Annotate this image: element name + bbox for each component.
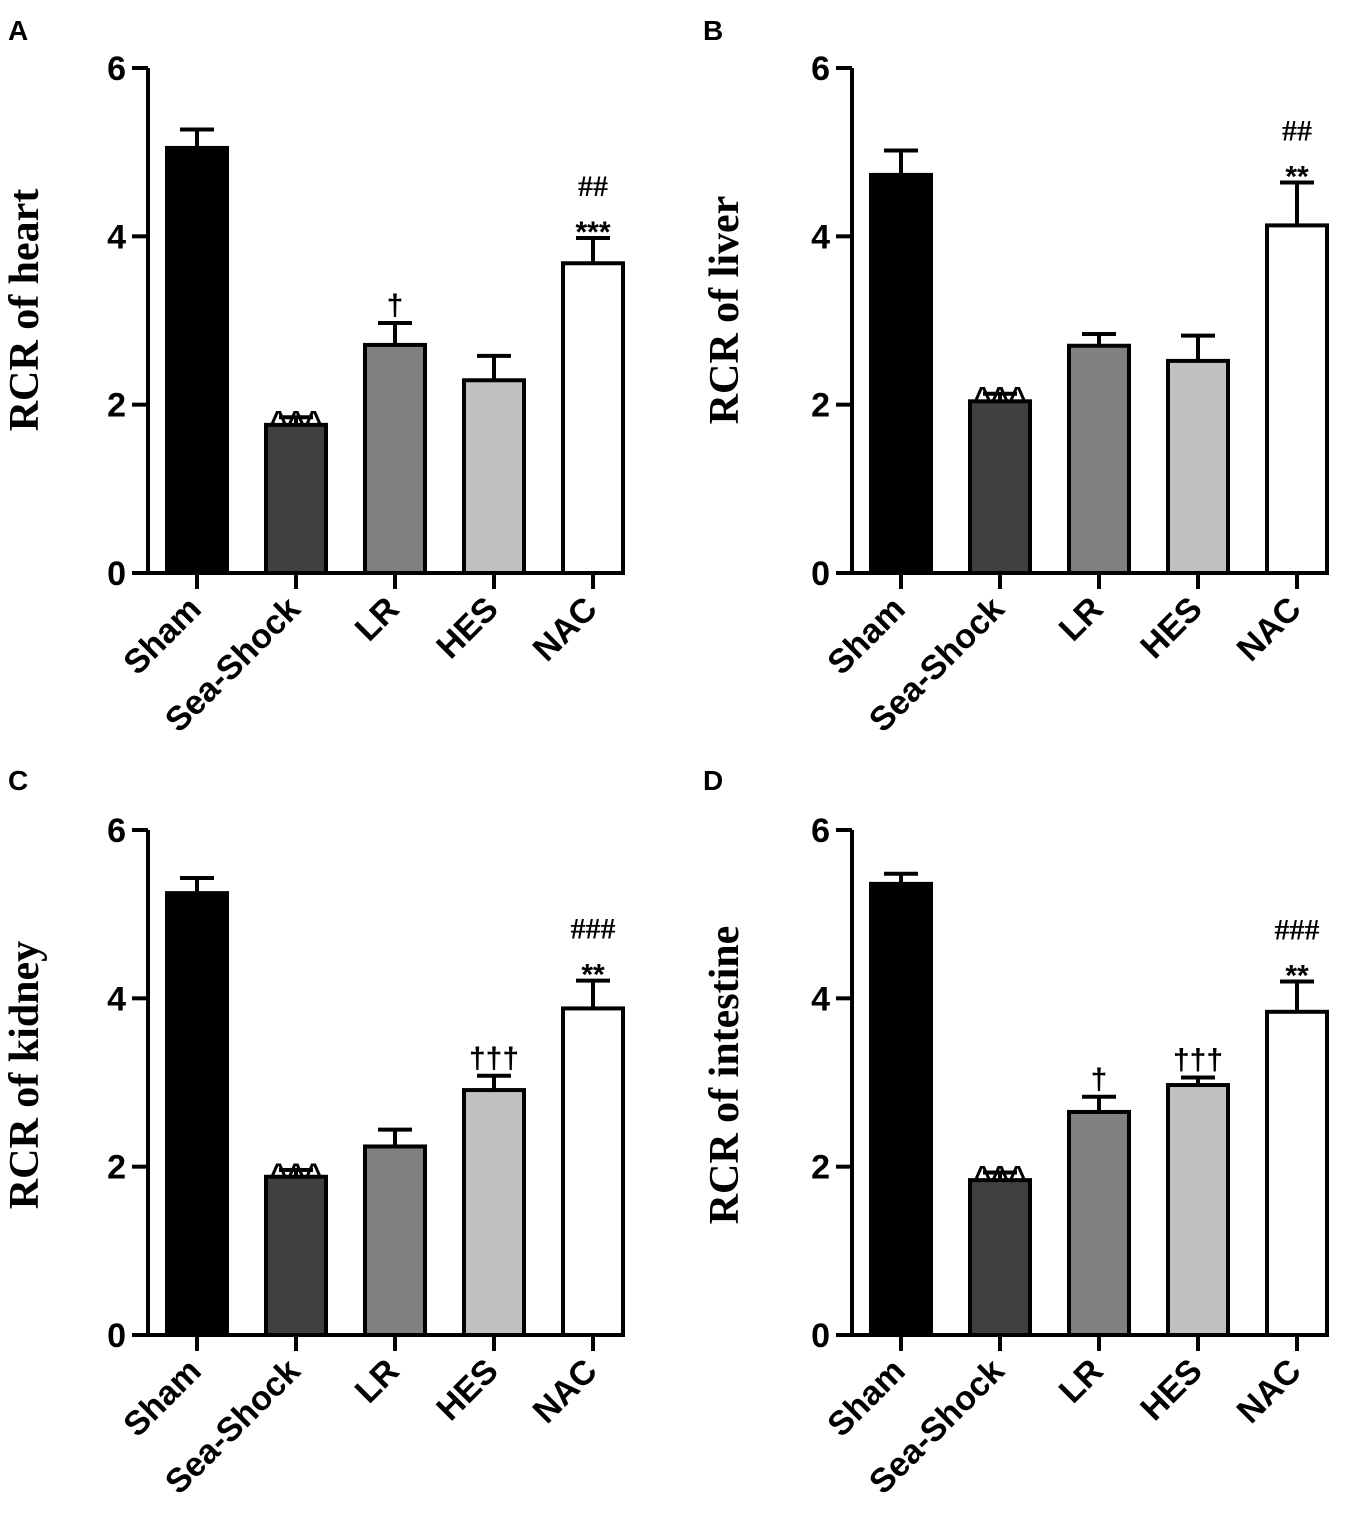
bar-sea-shock (968, 399, 1032, 575)
y-tick-label: 4 (811, 218, 830, 256)
significance-annotation: ^^^ (270, 405, 323, 438)
category-label: Sham (820, 590, 912, 682)
significance-annotation: ** (1285, 160, 1309, 193)
bar-sham (869, 172, 933, 575)
y-tick-label: 2 (811, 1149, 830, 1187)
bar-nac (561, 1006, 625, 1338)
category-label: HES (429, 590, 505, 666)
bar-nac (1265, 1009, 1329, 1337)
category-label: NAC (526, 590, 605, 669)
category-label: NAC (1230, 1352, 1309, 1431)
y-tick-label: 6 (811, 812, 830, 850)
y-tick-label: 6 (107, 812, 126, 850)
bar-sea-shock (264, 1174, 328, 1338)
bar-lr (363, 1144, 427, 1338)
bar-hes (462, 1088, 526, 1337)
category-label: HES (1133, 590, 1209, 666)
y-tick-label: 4 (107, 980, 126, 1018)
category-label: NAC (526, 1352, 605, 1431)
y-tick-label: 2 (811, 387, 830, 425)
category-label: HES (429, 1352, 505, 1428)
significance-annotation: † (387, 289, 404, 322)
y-tick-label: 4 (107, 218, 126, 256)
bar-sham (165, 145, 229, 575)
y-tick-label: 2 (107, 387, 126, 425)
bar-hes (462, 378, 526, 575)
panel-letter: C (8, 765, 28, 796)
bar-sham (165, 891, 229, 1337)
bar-sham (869, 881, 933, 1337)
category-label: LR (1052, 590, 1111, 649)
category-label: LR (348, 590, 407, 649)
significance-annotation: ^^^ (974, 1161, 1027, 1194)
y-axis-label: RCR of liver (702, 196, 748, 425)
category-label: HES (1133, 1352, 1209, 1428)
significance-annotation: ## (578, 170, 608, 203)
bar-hes (1166, 1083, 1230, 1338)
y-axis-label: RCR of kidney (2, 941, 48, 1209)
category-label: Sham (116, 590, 208, 682)
category-label: LR (1052, 1352, 1111, 1411)
significance-annotation: ** (1285, 960, 1309, 993)
category-label: Sham (116, 1352, 208, 1444)
y-tick-label: 4 (811, 980, 830, 1018)
y-tick-label: 0 (811, 555, 830, 593)
y-tick-label: 2 (107, 1149, 126, 1187)
category-label: LR (348, 1352, 407, 1411)
panel-letter: A (8, 15, 28, 46)
bar-sea-shock (264, 422, 328, 575)
significance-annotation: ### (571, 913, 616, 946)
bar-sea-shock (968, 1178, 1032, 1337)
significance-annotation: ††† (1173, 1043, 1223, 1076)
bar-hes (1166, 358, 1230, 575)
category-label: NAC (1230, 590, 1309, 669)
significance-annotation: ## (1282, 114, 1312, 147)
y-tick-label: 0 (107, 1317, 126, 1355)
bar-nac (1265, 223, 1329, 575)
y-axis-label: RCR of heart (2, 189, 48, 432)
significance-annotation: ^^^ (270, 1158, 323, 1191)
y-tick-label: 6 (107, 50, 126, 88)
bar-nac (561, 261, 625, 575)
bar-lr (363, 342, 427, 575)
significance-annotation: *** (575, 216, 610, 249)
significance-annotation: † (1091, 1063, 1108, 1096)
significance-annotation: ^^^ (974, 382, 1027, 415)
panel-letter: B (703, 15, 723, 46)
significance-annotation: ### (1275, 914, 1320, 947)
bar-lr (1067, 1109, 1131, 1338)
y-tick-label: 0 (811, 1317, 830, 1355)
y-tick-label: 6 (811, 50, 830, 88)
bar-lr (1067, 343, 1131, 575)
y-axis-label: RCR of intestine (702, 926, 748, 1225)
significance-annotation: ** (581, 959, 605, 992)
panel-letter: D (703, 765, 723, 796)
category-label: Sham (820, 1352, 912, 1444)
significance-annotation: ††† (469, 1042, 519, 1075)
y-tick-label: 0 (107, 555, 126, 593)
